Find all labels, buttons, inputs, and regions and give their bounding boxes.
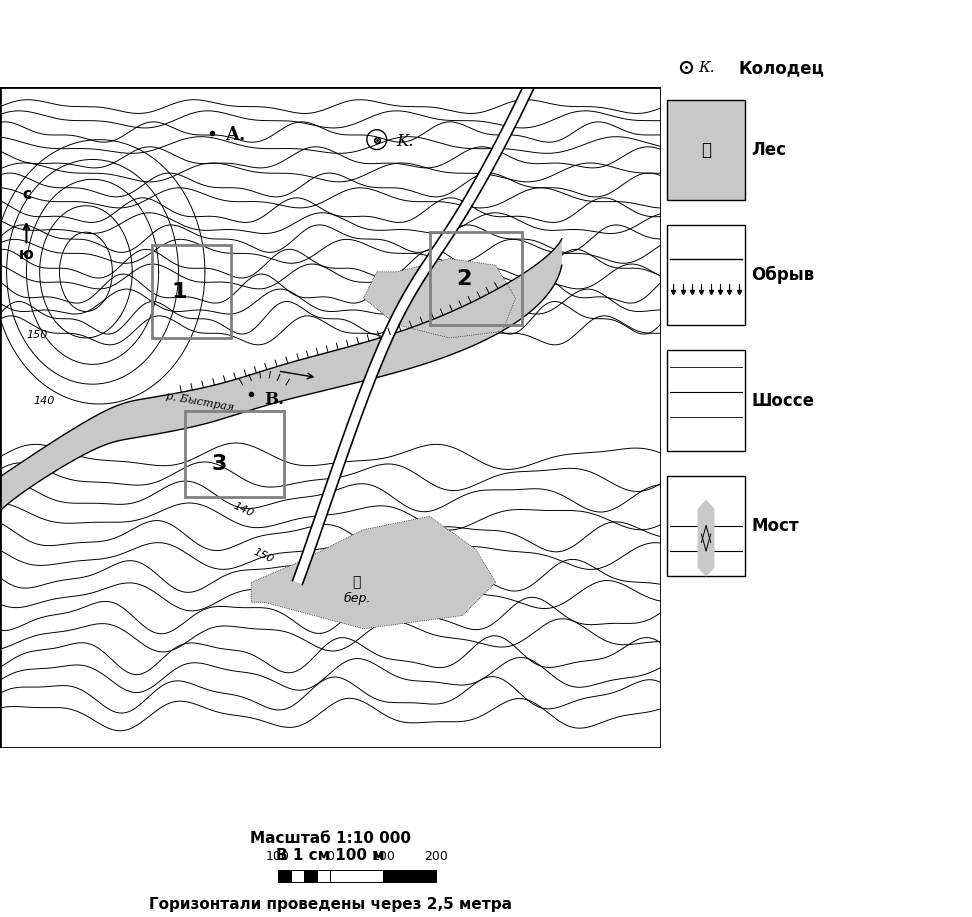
- Text: Мост: Мост: [751, 516, 799, 535]
- Bar: [667, 100, 745, 200]
- Text: бер.: бер.: [344, 592, 371, 605]
- Text: 100: 100: [371, 850, 396, 863]
- Bar: [667, 476, 745, 576]
- Bar: [667, 350, 745, 450]
- Bar: [330, 869, 383, 882]
- Polygon shape: [293, 84, 534, 584]
- Text: 150: 150: [251, 547, 275, 565]
- Text: A.: A.: [225, 126, 245, 144]
- Text: Масштаб 1:10 000: Масштаб 1:10 000: [250, 831, 411, 846]
- Text: Горизонтали проведены через 2,5 метра: Горизонтали проведены через 2,5 метра: [149, 897, 512, 912]
- Text: B.: B.: [264, 391, 285, 408]
- Text: р. Быстрая: р. Быстрая: [165, 391, 235, 413]
- Polygon shape: [364, 259, 515, 338]
- Text: 2: 2: [456, 269, 471, 289]
- Text: Шоссе: Шоссе: [751, 392, 815, 410]
- Polygon shape: [251, 516, 496, 629]
- Text: 3: 3: [212, 454, 226, 474]
- Bar: [430, 232, 522, 325]
- Text: Лес: Лес: [751, 141, 786, 160]
- Text: 0: 0: [327, 850, 334, 863]
- Text: 🌲: 🌲: [353, 576, 362, 590]
- Text: 1: 1: [172, 282, 188, 303]
- Text: ю: ю: [19, 247, 34, 261]
- Text: 200: 200: [425, 850, 448, 863]
- Text: ⊙: ⊙: [397, 145, 398, 146]
- Bar: [304, 869, 317, 882]
- Bar: [291, 869, 304, 882]
- Bar: [185, 411, 284, 496]
- Text: 140: 140: [231, 501, 255, 518]
- Polygon shape: [0, 238, 562, 516]
- Bar: [317, 869, 330, 882]
- Text: с: с: [22, 187, 31, 202]
- Text: 150: 150: [26, 330, 48, 340]
- Text: 100: 100: [265, 850, 290, 863]
- Polygon shape: [698, 501, 713, 576]
- Text: Колодец: Колодец: [739, 60, 824, 77]
- Bar: [152, 246, 231, 338]
- Text: 🌲: 🌲: [701, 141, 712, 160]
- Bar: [278, 869, 291, 882]
- Text: В 1 см 100 м: В 1 см 100 м: [276, 847, 385, 863]
- Text: К.: К.: [698, 61, 715, 75]
- Text: K.: K.: [397, 133, 414, 150]
- Text: Обрыв: Обрыв: [751, 266, 815, 284]
- Bar: [383, 869, 436, 882]
- Text: 140: 140: [33, 396, 54, 406]
- Bar: [667, 226, 745, 326]
